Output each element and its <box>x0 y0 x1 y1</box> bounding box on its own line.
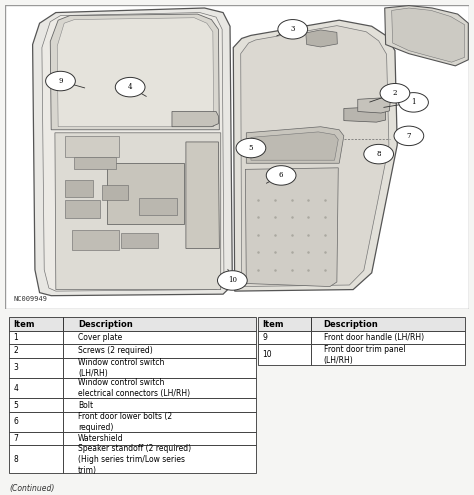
Circle shape <box>218 271 247 290</box>
Polygon shape <box>55 133 221 290</box>
Bar <box>63 446 255 473</box>
Bar <box>258 317 311 331</box>
Circle shape <box>236 138 266 158</box>
Polygon shape <box>246 127 344 163</box>
Bar <box>9 317 255 331</box>
Text: Cover plate: Cover plate <box>78 333 122 342</box>
Circle shape <box>115 77 145 97</box>
Text: Window control switch
electrical connectors (LH/RH): Window control switch electrical connect… <box>78 378 191 398</box>
Circle shape <box>266 166 296 185</box>
Bar <box>311 317 465 331</box>
Bar <box>9 432 63 446</box>
Polygon shape <box>107 163 183 224</box>
Bar <box>63 398 255 412</box>
Polygon shape <box>358 98 390 113</box>
Bar <box>72 230 118 250</box>
Text: (Continued): (Continued) <box>9 484 55 493</box>
Bar <box>63 357 255 378</box>
Circle shape <box>364 145 393 164</box>
Bar <box>63 378 255 398</box>
Text: Bolt: Bolt <box>78 400 93 409</box>
Text: 9: 9 <box>262 333 267 342</box>
Text: 4: 4 <box>128 83 132 91</box>
Text: 3: 3 <box>291 25 295 33</box>
Bar <box>9 446 63 473</box>
Text: Watershield: Watershield <box>78 434 124 443</box>
Polygon shape <box>33 8 232 296</box>
Circle shape <box>46 71 75 91</box>
Text: 2: 2 <box>392 89 397 97</box>
Bar <box>63 345 255 357</box>
Text: 8: 8 <box>14 454 18 464</box>
Text: Item: Item <box>14 320 35 329</box>
Bar <box>74 157 116 169</box>
Text: 5: 5 <box>14 400 18 409</box>
Circle shape <box>399 93 428 112</box>
Text: Item: Item <box>262 320 283 329</box>
Bar <box>258 331 311 345</box>
Polygon shape <box>241 26 389 287</box>
Polygon shape <box>251 132 338 160</box>
Polygon shape <box>246 168 338 287</box>
Polygon shape <box>306 30 337 47</box>
Polygon shape <box>50 14 219 130</box>
Text: NC009949: NC009949 <box>13 296 47 302</box>
Circle shape <box>380 84 410 103</box>
Text: 4: 4 <box>14 384 18 393</box>
Bar <box>65 200 100 218</box>
Text: 2: 2 <box>14 346 18 355</box>
Polygon shape <box>344 107 386 122</box>
Text: 7: 7 <box>14 434 18 443</box>
Bar <box>9 331 63 345</box>
Polygon shape <box>186 142 219 248</box>
Bar <box>9 345 63 357</box>
Bar <box>9 357 63 378</box>
Text: Speaker standoff (2 required)
(High series trim/Low series
trim): Speaker standoff (2 required) (High seri… <box>78 444 191 475</box>
Polygon shape <box>172 111 219 127</box>
Bar <box>65 136 118 157</box>
Bar <box>311 345 465 365</box>
Circle shape <box>278 20 308 39</box>
Text: 8: 8 <box>376 150 381 158</box>
Text: Screws (2 required): Screws (2 required) <box>78 346 153 355</box>
Text: 10: 10 <box>262 350 272 359</box>
Bar <box>9 317 63 331</box>
Bar <box>63 317 255 331</box>
Text: Front door handle (LH/RH): Front door handle (LH/RH) <box>324 333 424 342</box>
Bar <box>102 185 128 200</box>
Bar <box>63 432 255 446</box>
Text: 10: 10 <box>228 276 237 285</box>
Text: 5: 5 <box>249 144 253 152</box>
Text: 6: 6 <box>279 171 283 179</box>
Text: Description: Description <box>78 320 133 329</box>
Bar <box>9 412 63 432</box>
Bar <box>65 180 93 197</box>
Text: Window control switch
(LH/RH): Window control switch (LH/RH) <box>78 358 164 378</box>
Bar <box>139 198 177 215</box>
Bar <box>311 331 465 345</box>
Polygon shape <box>385 5 468 66</box>
Bar <box>63 412 255 432</box>
Bar <box>258 345 311 365</box>
Bar <box>63 331 255 345</box>
Bar <box>9 378 63 398</box>
Circle shape <box>394 126 424 146</box>
Text: 9: 9 <box>58 77 63 85</box>
Polygon shape <box>392 8 465 62</box>
Polygon shape <box>57 18 214 127</box>
Text: 1: 1 <box>14 333 18 342</box>
Text: Front door lower bolts (2
required): Front door lower bolts (2 required) <box>78 412 173 432</box>
Polygon shape <box>233 20 397 291</box>
Polygon shape <box>42 12 224 291</box>
Bar <box>258 317 465 331</box>
Text: 1: 1 <box>411 99 416 106</box>
Bar <box>9 398 63 412</box>
Text: 6: 6 <box>14 417 18 426</box>
Bar <box>121 233 158 248</box>
Text: 3: 3 <box>14 363 18 372</box>
Text: Description: Description <box>324 320 378 329</box>
Text: Front door trim panel
(LH/RH): Front door trim panel (LH/RH) <box>324 345 405 365</box>
Text: 7: 7 <box>407 132 411 140</box>
